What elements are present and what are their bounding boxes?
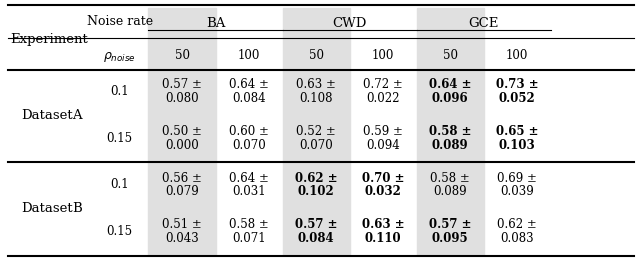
Text: 0.58 ±: 0.58 ± <box>229 218 269 231</box>
Text: 0.63 ±: 0.63 ± <box>362 218 404 231</box>
Text: 50: 50 <box>175 49 189 62</box>
Text: 0.64 ±: 0.64 ± <box>429 78 471 92</box>
Text: 0.70 ±: 0.70 ± <box>362 172 404 185</box>
Text: 100: 100 <box>238 49 260 62</box>
Text: 0.080: 0.080 <box>165 92 199 105</box>
Text: 50: 50 <box>443 49 458 62</box>
Text: 0.52 ±: 0.52 ± <box>296 125 336 138</box>
Text: A: A <box>72 109 81 122</box>
Text: Experiment: Experiment <box>11 33 88 45</box>
Text: 0.096: 0.096 <box>432 92 468 105</box>
Text: 0.070: 0.070 <box>299 139 333 152</box>
Text: 0.022: 0.022 <box>366 92 400 105</box>
Text: 0.60 ±: 0.60 ± <box>229 125 269 138</box>
Text: 0.095: 0.095 <box>432 232 468 245</box>
Text: GCE: GCE <box>468 17 499 30</box>
Text: 0.000: 0.000 <box>165 139 199 152</box>
Text: 0.57 ±: 0.57 ± <box>162 78 202 92</box>
Text: 0.58 ±: 0.58 ± <box>430 172 470 185</box>
Text: 0.071: 0.071 <box>232 232 266 245</box>
Text: 0.57 ±: 0.57 ± <box>429 218 471 231</box>
Text: B: B <box>72 202 82 215</box>
Text: 0.031: 0.031 <box>232 185 266 198</box>
Text: 0.58 ±: 0.58 ± <box>429 125 471 138</box>
Text: 0.089: 0.089 <box>432 139 468 152</box>
Text: 0.64 ±: 0.64 ± <box>229 172 269 185</box>
Text: 0.65 ±: 0.65 ± <box>496 125 538 138</box>
Text: 0.63 ±: 0.63 ± <box>296 78 336 92</box>
Text: $\rho_{noise}$: $\rho_{noise}$ <box>103 50 136 64</box>
Text: 0.72 ±: 0.72 ± <box>363 78 403 92</box>
Text: 0.62 ±: 0.62 ± <box>295 172 337 185</box>
Text: 0.1: 0.1 <box>111 178 129 192</box>
Text: BA: BA <box>206 17 225 30</box>
Text: 0.079: 0.079 <box>165 185 199 198</box>
Text: 0.15: 0.15 <box>107 225 133 238</box>
Text: 0.50 ±: 0.50 ± <box>162 125 202 138</box>
Text: 0.043: 0.043 <box>165 232 199 245</box>
Text: Dataset: Dataset <box>21 109 72 122</box>
Text: Noise rate: Noise rate <box>86 15 153 28</box>
Text: 0.51 ±: 0.51 ± <box>162 218 202 231</box>
Text: 50: 50 <box>308 49 324 62</box>
Text: 0.108: 0.108 <box>300 92 333 105</box>
Text: 0.089: 0.089 <box>433 185 467 198</box>
Text: 100: 100 <box>506 49 528 62</box>
Text: CWD: CWD <box>332 17 367 30</box>
Text: 0.052: 0.052 <box>499 92 536 105</box>
Text: 0.102: 0.102 <box>298 185 335 198</box>
Text: 100: 100 <box>372 49 394 62</box>
Text: 0.69 ±: 0.69 ± <box>497 172 537 185</box>
Text: 0.094: 0.094 <box>366 139 400 152</box>
Text: 0.57 ±: 0.57 ± <box>295 218 337 231</box>
Text: 0.032: 0.032 <box>365 185 401 198</box>
Text: 0.084: 0.084 <box>298 232 334 245</box>
Text: 0.039: 0.039 <box>500 185 534 198</box>
Text: Dataset: Dataset <box>21 202 72 215</box>
Text: 0.083: 0.083 <box>500 232 534 245</box>
Text: 0.070: 0.070 <box>232 139 266 152</box>
Text: 0.73 ±: 0.73 ± <box>496 78 538 92</box>
Text: 0.110: 0.110 <box>365 232 401 245</box>
Text: 0.084: 0.084 <box>232 92 266 105</box>
Text: 0.59 ±: 0.59 ± <box>363 125 403 138</box>
Text: 0.15: 0.15 <box>107 132 133 145</box>
Text: 0.1: 0.1 <box>111 85 129 98</box>
Text: 0.56 ±: 0.56 ± <box>162 172 202 185</box>
Text: 0.64 ±: 0.64 ± <box>229 78 269 92</box>
Text: 0.62 ±: 0.62 ± <box>497 218 537 231</box>
Text: 0.103: 0.103 <box>499 139 536 152</box>
